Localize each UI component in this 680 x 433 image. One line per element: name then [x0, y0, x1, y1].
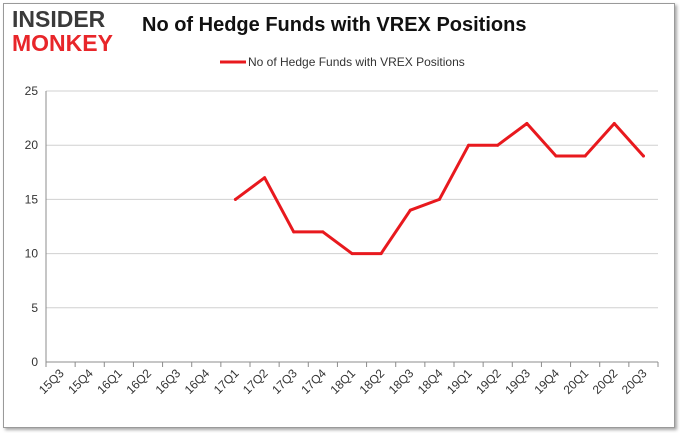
x-tick-label: 16Q3	[153, 366, 184, 397]
data-point	[641, 154, 645, 158]
chart-title: No of Hedge Funds with VREX Positions	[142, 14, 527, 36]
gridlines	[46, 90, 658, 363]
data-point	[350, 252, 354, 256]
x-tick-label: 20Q2	[590, 366, 621, 397]
x-tick-label: 16Q4	[182, 366, 213, 397]
data-point	[496, 143, 500, 147]
data-point	[612, 122, 616, 126]
x-tick-label: 17Q3	[269, 366, 300, 397]
x-tick-label: 20Q1	[561, 366, 592, 397]
x-tick-label: 16Q1	[94, 366, 125, 397]
x-tick-label: 17Q2	[240, 366, 271, 397]
y-tick-label: 0	[31, 355, 38, 369]
data-point	[292, 230, 296, 234]
x-tick-label: 19Q1	[444, 366, 475, 397]
x-tick-label: 18Q3	[386, 366, 417, 397]
chart-frame	[3, 3, 675, 428]
x-tick-label: 20Q3	[619, 366, 650, 397]
logo-line-monkey: MONKEY	[12, 30, 113, 56]
legend-label: No of Hedge Funds with VREX Positions	[248, 55, 465, 69]
x-axis: 15Q315Q416Q116Q216Q316Q417Q117Q217Q317Q4…	[36, 362, 659, 397]
x-tick-label: 19Q4	[531, 366, 562, 397]
data-point	[321, 230, 325, 234]
data-point	[408, 208, 412, 212]
y-tick-label: 5	[31, 301, 38, 315]
data-point	[263, 176, 267, 180]
x-tick-label: 18Q1	[327, 366, 358, 397]
y-tick-label: 25	[25, 84, 39, 98]
series-layer	[233, 122, 645, 256]
logo-line-insider: INSIDER	[12, 6, 106, 32]
series-line	[233, 122, 645, 256]
x-tick-label: 18Q2	[357, 366, 388, 397]
x-tick-label: 19Q3	[502, 366, 533, 397]
x-tick-label: 18Q4	[415, 366, 446, 397]
x-tick-label: 16Q2	[123, 366, 154, 397]
data-point	[467, 143, 471, 147]
y-tick-label: 20	[25, 138, 39, 152]
y-tick-label: 15	[25, 192, 39, 206]
x-tick-label: 15Q3	[36, 366, 67, 397]
insider-monkey-logo: INSIDER MONKEY	[12, 8, 132, 58]
x-tick-label: 15Q4	[65, 366, 96, 397]
y-tick-label: 10	[25, 247, 39, 261]
x-tick-label: 17Q1	[211, 366, 242, 397]
x-tick-label: 17Q4	[298, 366, 329, 397]
x-tick-label: 19Q2	[473, 366, 504, 397]
data-point	[583, 154, 587, 158]
data-point	[554, 154, 558, 158]
y-axis: 0 5 10 15 20 25	[25, 84, 47, 369]
data-point	[233, 197, 237, 201]
legend: No of Hedge Funds with VREX Positions	[220, 55, 465, 69]
data-point	[379, 252, 383, 256]
data-point	[437, 197, 441, 201]
data-point	[525, 122, 529, 126]
